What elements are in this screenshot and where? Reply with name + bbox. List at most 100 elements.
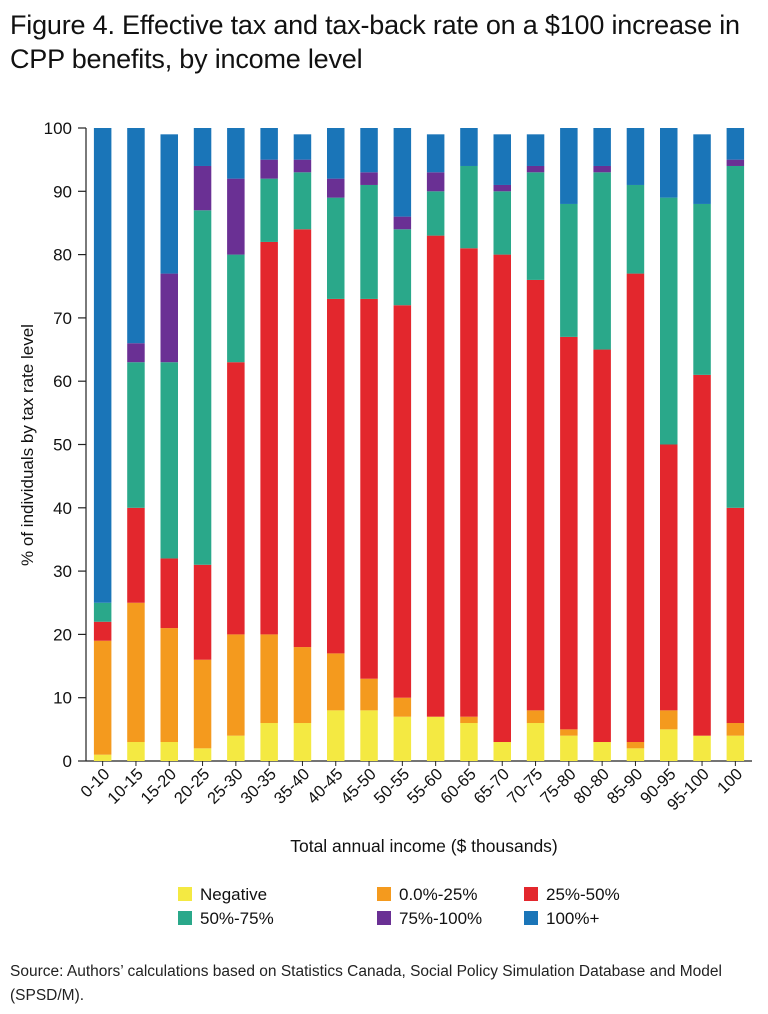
x-tick-label: 15-20 bbox=[138, 765, 181, 808]
bar-segment-50-75-25-30 bbox=[227, 254, 245, 363]
legend-label: 50%-75% bbox=[200, 909, 274, 928]
bar-segment-negative-15-20 bbox=[160, 742, 178, 761]
y-tick-label: 30 bbox=[53, 562, 72, 581]
bar-segment-25-50-50-55 bbox=[393, 305, 412, 698]
x-tick-label: 100 bbox=[714, 765, 746, 797]
bar-segment-75-100-45-50 bbox=[360, 172, 378, 185]
bar-segment-50-75-35-40 bbox=[293, 172, 312, 230]
bar-segment-100-25-30 bbox=[227, 128, 245, 179]
bar-segment-negative-100 bbox=[726, 735, 745, 761]
bar-segment-negative-35-40 bbox=[293, 723, 312, 761]
x-tick-label: 85-90 bbox=[604, 765, 647, 808]
legend-swatch bbox=[377, 887, 391, 901]
chart-title: Figure 4. Effective tax and tax-back rat… bbox=[10, 10, 740, 74]
x-tick-label: 45-50 bbox=[337, 765, 380, 808]
bar-segment-100-10-15 bbox=[127, 128, 145, 344]
bar-segment-100-20-25 bbox=[193, 128, 212, 166]
bar-segment-100-15-20 bbox=[160, 134, 178, 274]
source-note: Source: Authors’ calculations based on S… bbox=[10, 963, 722, 1004]
x-tick-label: 30-35 bbox=[237, 765, 280, 808]
bar-segment-100-95-100 bbox=[693, 134, 711, 204]
legend-swatch bbox=[524, 887, 538, 901]
bar-segment-50-75-60-65 bbox=[460, 165, 478, 249]
x-tick-label: 75-80 bbox=[537, 765, 580, 808]
bar-segment-0-0-25-30-35 bbox=[260, 634, 278, 724]
bar-segment-25-50-95-100 bbox=[693, 374, 711, 736]
bar-segment-75-100-70-75 bbox=[526, 165, 545, 173]
x-tick-label: 35-40 bbox=[271, 765, 314, 808]
bar-segment-50-75-75-80 bbox=[560, 203, 578, 337]
y-tick-label: 60 bbox=[53, 372, 72, 391]
bar-segment-75-100-80-80 bbox=[593, 165, 611, 173]
legend-swatch bbox=[178, 911, 192, 925]
y-tick-label: 80 bbox=[53, 246, 72, 265]
bar-segment-25-50-10-15 bbox=[127, 507, 145, 603]
legend-label: 0.0%-25% bbox=[399, 885, 477, 904]
bar-segment-100-35-40 bbox=[293, 134, 312, 160]
bar-segment-negative-75-80 bbox=[560, 735, 578, 761]
bar-segment-negative-70-75 bbox=[526, 723, 545, 761]
x-tick-label: 60-65 bbox=[437, 765, 480, 808]
bar-segment-25-50-55-60 bbox=[426, 235, 445, 717]
x-tick-label: 55-60 bbox=[404, 765, 447, 808]
bar-segment-75-100-100 bbox=[726, 159, 745, 166]
chart-bars bbox=[93, 128, 745, 761]
bar-segment-50-75-90-95 bbox=[660, 197, 678, 445]
bar-segment-negative-45-50 bbox=[360, 710, 378, 761]
bar-segment-0-0-25-20-25 bbox=[193, 659, 212, 749]
bar-segment-100-80-80 bbox=[593, 128, 611, 166]
y-tick-label: 100 bbox=[44, 119, 72, 138]
bar-segment-50-75-20-25 bbox=[193, 210, 212, 565]
bar-segment-25-50-75-80 bbox=[560, 336, 578, 730]
bar-segment-25-50-90-95 bbox=[660, 444, 678, 711]
bar-segment-25-50-15-20 bbox=[160, 558, 178, 629]
bar-segment-50-75-85-90 bbox=[626, 184, 645, 274]
bar-segment-negative-25-30 bbox=[227, 735, 245, 761]
bar-segment-100-40-45 bbox=[327, 128, 345, 179]
bar-segment-negative-90-95 bbox=[660, 729, 678, 761]
bar-segment-0-0-25-0-10 bbox=[93, 640, 112, 755]
y-axis-label: % of individuals by tax rate level bbox=[18, 324, 37, 566]
x-tick-label: 70-75 bbox=[504, 765, 547, 808]
bar-segment-25-50-25-30 bbox=[227, 362, 245, 635]
bar-segment-0-0-25-60-65 bbox=[460, 716, 478, 724]
bar-segment-75-100-35-40 bbox=[293, 159, 312, 173]
y-tick-label: 20 bbox=[53, 625, 72, 644]
x-tick-label: 50-55 bbox=[371, 765, 414, 808]
bar-segment-50-75-65-70 bbox=[493, 191, 511, 255]
bar-segment-100-85-90 bbox=[626, 128, 645, 185]
y-tick-label: 40 bbox=[53, 499, 72, 518]
bar-segment-25-50-60-65 bbox=[460, 248, 478, 717]
bar-segment-0-0-25-75-80 bbox=[560, 729, 578, 736]
bar-segment-negative-60-65 bbox=[460, 723, 478, 761]
bar-segment-100-55-60 bbox=[426, 134, 445, 173]
chart-axes: 0 10 20 30 40 50 60 70 80 90 100 bbox=[44, 119, 752, 771]
bar-segment-25-50-30-35 bbox=[260, 241, 278, 635]
bar-segment-0-0-25-100 bbox=[726, 723, 745, 736]
bar-segment-75-100-40-45 bbox=[327, 178, 345, 198]
bar-segment-100-70-75 bbox=[526, 134, 545, 166]
bar-segment-50-75-0-10 bbox=[93, 602, 112, 622]
bar-segment-100-45-50 bbox=[360, 128, 378, 173]
bar-segment-100-65-70 bbox=[493, 134, 511, 185]
bar-segment-75-100-20-25 bbox=[193, 165, 212, 211]
bar-segment-25-50-45-50 bbox=[360, 298, 378, 679]
bar-segment-0-0-25-35-40 bbox=[293, 647, 312, 724]
bar-segment-negative-55-60 bbox=[426, 716, 445, 761]
bar-segment-0-0-25-25-30 bbox=[227, 634, 245, 736]
bar-segment-50-75-55-60 bbox=[426, 191, 445, 236]
bar-segment-75-100-25-30 bbox=[227, 178, 245, 255]
bar-segment-25-50-80-80 bbox=[593, 349, 611, 743]
bar-segment-100-50-55 bbox=[393, 128, 412, 217]
legend-label: 75%-100% bbox=[399, 909, 482, 928]
bar-segment-25-50-35-40 bbox=[293, 229, 312, 648]
legend-swatch bbox=[377, 911, 391, 925]
bar-segment-50-75-15-20 bbox=[160, 362, 178, 559]
bar-segment-negative-30-35 bbox=[260, 723, 278, 761]
bar-segment-100-60-65 bbox=[460, 128, 478, 166]
x-tick-label: 20-25 bbox=[171, 765, 214, 808]
bar-segment-negative-50-55 bbox=[393, 716, 412, 761]
bar-segment-25-50-85-90 bbox=[626, 273, 645, 743]
bar-segment-100-30-35 bbox=[260, 128, 278, 160]
bar-segment-50-75-100 bbox=[726, 165, 745, 508]
